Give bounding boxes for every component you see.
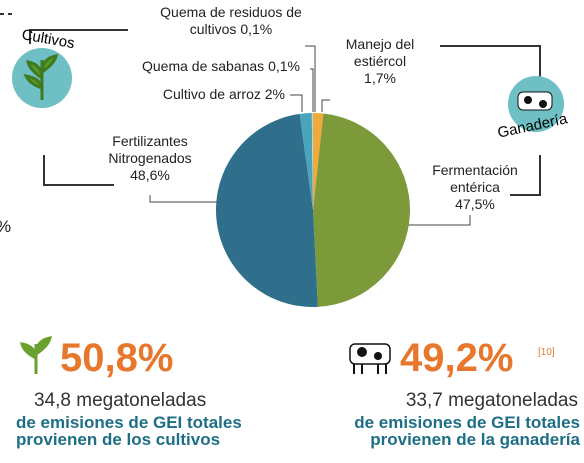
panel-text: de emisiones de GEI totales [16,413,242,432]
slice-value: 48,6% [130,167,170,183]
slice-label: Manejo del estiércol 1,7% [330,36,430,87]
slice-name: Fertilizantes Nitrogenados [108,133,192,166]
leader-line [305,45,316,112]
panel-text: provienen de la ganadería [370,430,580,449]
sprout [23,54,59,100]
slice-value: 0,1% [240,21,273,37]
frame-line [29,29,128,44]
sprout-shape [19,336,53,374]
slice-label: Cultivo de arroz 2% [130,86,285,103]
panel-amount: 33,7 megatoneladas [405,390,578,411]
panel-text: provienen de los cultivos [16,430,221,449]
reference: [10] [538,347,555,358]
cow-body [349,343,391,365]
frame-line [43,155,114,186]
pie-slice [313,113,324,210]
pie-slice [299,113,313,210]
cow-body [517,91,553,111]
leader-line [380,215,471,226]
cow-legs [353,364,387,374]
leader-line [290,94,303,112]
slice-name: Fermentación entérica [432,162,518,195]
slice-label: Fertilizantes Nitrogenados 48,6% [90,133,210,184]
slice-name: Cultivo de arroz [162,86,261,102]
slice-name: Manejo del estiércol [345,36,415,69]
slice-label: Fermentación entérica 47,5% [420,162,530,213]
slice-value: 2% [264,86,285,102]
panel-percent: 49,2% [400,336,514,380]
slice-value: 1,7% [364,70,396,86]
slice-value: 0,1% [268,58,300,74]
pie-slice [311,113,313,210]
cow-small [349,343,391,374]
panel-percent: 50,8% [60,336,174,380]
slice-label: Quema de sabanas 0,1% [100,58,300,75]
edge-text: % [0,218,11,235]
cow-spot [374,352,382,360]
pie-slice [216,113,318,307]
cow-spot [524,96,532,104]
cow-spot [539,100,547,108]
sprout-small [19,336,53,374]
slice-name: Quema de sabanas [141,58,265,74]
frame [0,13,541,196]
panel-amount: 34,8 megatoneladas [34,390,207,411]
slice-label: Quema de residuos de cultivos 0,1% [150,4,312,38]
frame-line [440,45,541,80]
leader-line [310,68,314,112]
cow-spot [357,347,367,357]
leader-line [321,99,330,112]
frame-line [510,155,541,196]
panel-text: de emisiones de GEI totales [354,413,580,432]
slice-name: Quema de residuos de cultivos [160,4,302,37]
pie-slice [313,113,410,307]
pie-slice [312,113,313,210]
slice-value: 47,5% [455,196,495,212]
